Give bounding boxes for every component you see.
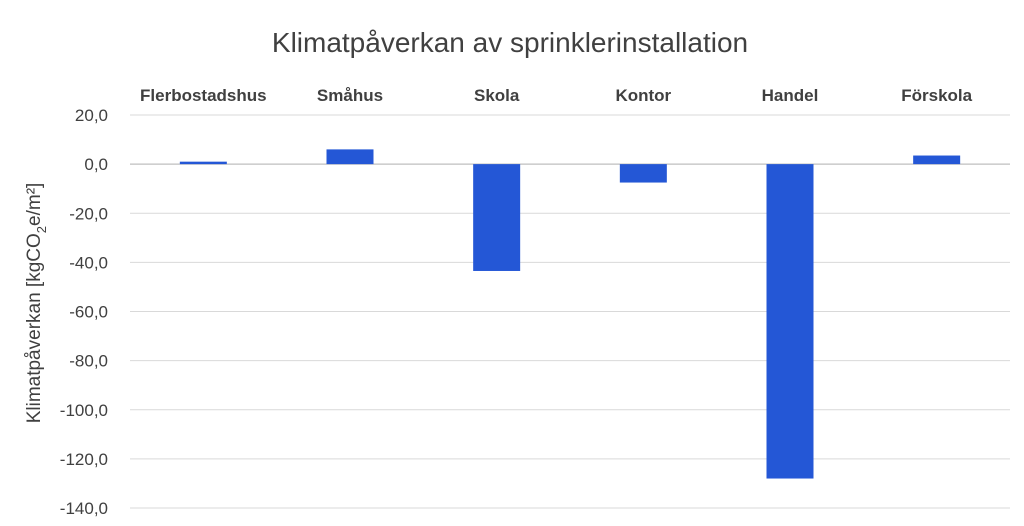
bars bbox=[179, 149, 961, 479]
y-axis-label-rest: e/m²] bbox=[24, 183, 45, 226]
y-tick-label: -80,0 bbox=[69, 352, 108, 371]
chart-title: Klimatpåverkan av sprinklerinstallation bbox=[272, 27, 748, 58]
y-tick-label: 0,0 bbox=[84, 155, 108, 174]
category-label: Kontor bbox=[615, 86, 671, 105]
bar bbox=[179, 161, 227, 165]
y-tick-label: 20,0 bbox=[75, 106, 108, 125]
category-label: Förskola bbox=[901, 86, 972, 105]
y-tick-label: -100,0 bbox=[60, 401, 108, 420]
bar bbox=[619, 164, 667, 183]
y-tick-label: -120,0 bbox=[60, 450, 108, 469]
y-tick-label: -140,0 bbox=[60, 499, 108, 518]
category-label: Småhus bbox=[317, 86, 383, 105]
bar bbox=[766, 164, 814, 479]
y-tick-label: -20,0 bbox=[69, 204, 108, 223]
bar bbox=[473, 164, 521, 271]
category-label: Handel bbox=[762, 86, 819, 105]
y-axis-label: Klimatpåverkan [kgCO2e/m²] bbox=[24, 183, 49, 424]
category-label: Skola bbox=[474, 86, 520, 105]
y-axis-label-main: Klimatpåverkan [kgCO bbox=[24, 233, 45, 423]
y-axis-ticks: 20,0 0,0 -20,0 -40,0 -60,0 -80,0 -100,0 -120,0 -… bbox=[60, 106, 108, 518]
y-tick-label: -60,0 bbox=[69, 303, 108, 322]
y-axis-label-subscript: 2 bbox=[34, 226, 49, 233]
bar bbox=[913, 155, 961, 165]
gridlines bbox=[130, 114, 1010, 509]
category-label: Flerbostadshus bbox=[140, 86, 267, 105]
bar bbox=[326, 149, 374, 165]
y-tick-label: -40,0 bbox=[69, 253, 108, 272]
category-labels: Flerbostadshus Småhus Skola Kontor Handel För… bbox=[140, 86, 973, 105]
